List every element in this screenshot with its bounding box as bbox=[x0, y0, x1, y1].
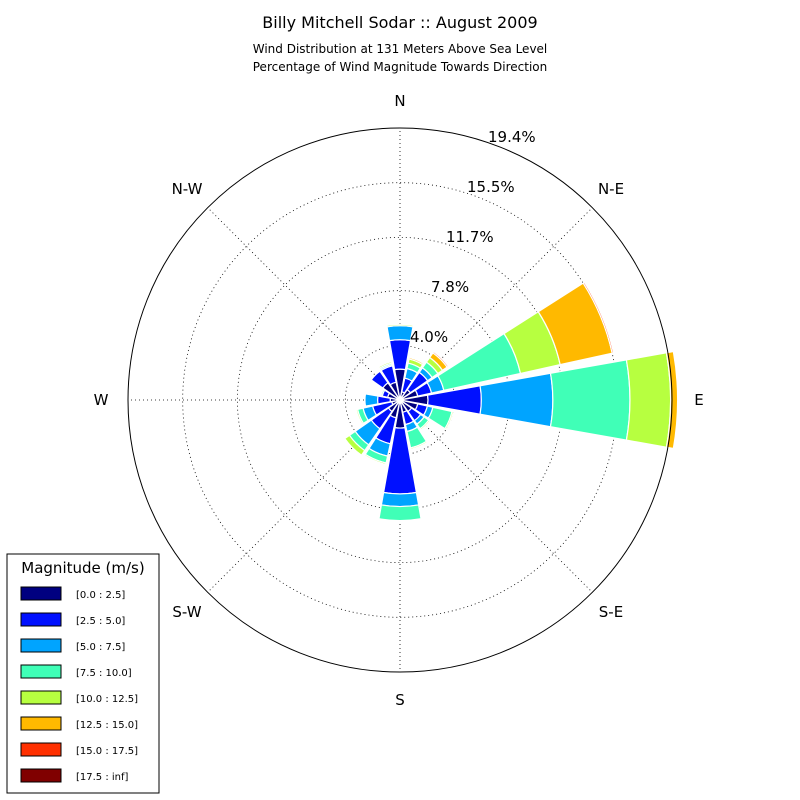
wind-bar-dir13-bin3 bbox=[380, 388, 386, 397]
legend-items: [0.0 : 2.5] [2.5 : 5.0] [5.0 : 7.5] [7.5 : … bbox=[20, 586, 138, 783]
legend-swatch-1 bbox=[20, 586, 62, 601]
direction-label-sw: S-W bbox=[172, 603, 201, 621]
legend-label-6: [12.5 : 15.0] bbox=[76, 720, 138, 731]
direction-label-e: E bbox=[694, 391, 703, 409]
wind-bar-dir8-bin2 bbox=[380, 491, 420, 508]
legend-swatch-4 bbox=[20, 664, 62, 679]
direction-label-se: S-E bbox=[599, 603, 623, 621]
chart-subtitle-line-2: Percentage of Wind Magnitude Towards Dir… bbox=[253, 60, 547, 74]
wind-bar-dir12-bin2 bbox=[364, 393, 379, 407]
wind-bar-dir0-bin4 bbox=[386, 323, 414, 328]
radial-tick-label-3: 11.7% bbox=[446, 228, 494, 246]
wind-bar-dir4-bin4 bbox=[625, 352, 672, 448]
legend-swatch-2 bbox=[20, 612, 62, 627]
direction-label-n: N bbox=[394, 92, 405, 110]
radial-tick-label-2: 7.8% bbox=[431, 278, 469, 296]
direction-label-ne: N-E bbox=[598, 180, 624, 198]
legend-label-1: [0.0 : 2.5] bbox=[76, 590, 125, 601]
wind-bar-dir7-bin4 bbox=[409, 440, 428, 451]
legend-swatch-3 bbox=[20, 638, 62, 653]
wind-bar-dir6-bin4 bbox=[419, 419, 431, 431]
legend-label-7: [15.0 : 17.5] bbox=[76, 746, 138, 757]
chart-subtitle-line-1: Wind Distribution at 131 Meters Above Se… bbox=[253, 42, 548, 56]
wind-bar-dir1-bin5 bbox=[408, 356, 425, 366]
legend-swatch-6 bbox=[20, 716, 62, 731]
wind-bar-dir10-bin4 bbox=[344, 434, 366, 456]
radial-tick-labels: 4.0% 7.8% 11.7% 15.5% 19.4% bbox=[410, 128, 536, 346]
direction-label-s: S bbox=[395, 691, 405, 709]
wind-bar-dir11-bin4 bbox=[355, 408, 365, 425]
grid-spoke-2 bbox=[399, 207, 593, 401]
direction-label-nw: N-W bbox=[172, 180, 203, 198]
wind-bar-dir15-bin4 bbox=[378, 360, 393, 369]
direction-labels: N N-E E S-E S S-W W N-W bbox=[94, 92, 704, 709]
wind-bars bbox=[344, 281, 679, 522]
wind-bar-dir4-bin3 bbox=[549, 359, 631, 441]
wind-bar-dir9-bin4 bbox=[363, 453, 387, 466]
legend-title: Magnitude (m/s) bbox=[21, 559, 144, 577]
grid-spoke-4 bbox=[399, 399, 593, 593]
wind-bar-dir2-bin6 bbox=[432, 350, 450, 368]
grid-spoke-6 bbox=[207, 399, 401, 593]
wind-bar-dir8-bin3 bbox=[378, 504, 422, 522]
grid-spoke-8 bbox=[207, 207, 401, 401]
legend-label-8: [17.5 : inf] bbox=[76, 772, 129, 783]
legend-label-4: [7.5 : 10.0] bbox=[76, 668, 132, 679]
legend-label-5: [10.0 : 12.5] bbox=[76, 694, 138, 705]
legend-swatch-7 bbox=[20, 742, 62, 757]
wind-bar-dir4-bin2 bbox=[479, 372, 554, 428]
legend-swatch-8 bbox=[20, 768, 62, 783]
chart-title: Billy Mitchell Sodar :: August 2009 bbox=[262, 13, 537, 32]
direction-label-w: W bbox=[94, 391, 109, 409]
wind-bar-dir3-bin6 bbox=[582, 281, 615, 354]
wind-bar-dir5-bin4 bbox=[444, 410, 455, 431]
radial-tick-label-4: 15.5% bbox=[467, 178, 515, 196]
legend-swatch-5 bbox=[20, 690, 62, 705]
legend-label-3: [5.0 : 7.5] bbox=[76, 642, 125, 653]
legend: Magnitude (m/s) [0.0 : 2.5] [2.5 : 5.0] [5… bbox=[6, 553, 160, 794]
radial-tick-label-5: 19.4% bbox=[488, 128, 536, 146]
legend-label-2: [2.5 : 5.0] bbox=[76, 616, 125, 627]
wind-bar-dir14-bin1 bbox=[370, 370, 389, 389]
polar-outer-circle bbox=[127, 127, 673, 673]
radial-tick-label-1: 4.0% bbox=[410, 328, 448, 346]
